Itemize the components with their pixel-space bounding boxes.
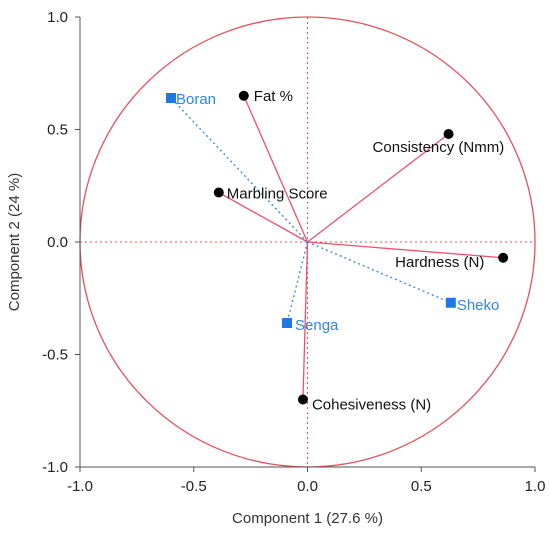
group-vector [170,97,309,243]
variable-vector [307,133,449,243]
y-tick-label: -0.5 [42,347,68,364]
group-vector [286,241,309,324]
variable-label: Cohesiveness (N) [312,397,431,414]
variable-point [238,90,249,101]
variable-label: Hardness (N) [395,254,484,271]
group-label: Sheko [457,297,500,314]
label-layer: Fat % Consistency (Nmm) Marbling Score Hard… [176,88,504,414]
point-layer [166,90,509,405]
variable-label: Marbling Score [227,186,328,203]
y-axis-title: Component 2 (24 %) [6,173,23,311]
group-label: Boran [176,91,216,108]
y-tick-label: 1.0 [47,9,68,26]
x-tick-label: 0.0 [297,478,318,495]
y-tick-label: -1.0 [42,459,68,476]
vector-layer [170,95,504,400]
variable-label: Consistency (Nmm) [373,139,505,156]
y-tick-label: 0.5 [47,122,68,139]
x-axis-title: Component 1 (27.6 %) [232,510,383,527]
variable-vector [218,191,308,243]
variable-point [498,252,509,263]
variable-point [297,394,308,405]
group-point [282,318,293,328]
variable-vector [307,241,504,259]
variable-vector [243,95,309,243]
group-label: Senga [295,317,339,334]
variable-vector [302,241,309,400]
x-tick-label: 0.5 [411,478,432,495]
variable-point [443,129,454,139]
y-tick-label: 0.0 [47,234,68,251]
variable-point [213,187,224,198]
x-tick-label: -0.5 [181,478,207,495]
group-point [445,297,456,308]
variable-label: Fat % [254,88,293,105]
axis-layer: -1.0 -0.5 0.0 0.5 1.0 1.0 0.5 0.0 -0.5 -1.0 [42,9,545,495]
x-tick-label: 1.0 [525,478,546,495]
x-tick-label: -1.0 [67,478,93,495]
group-vector [307,241,452,304]
group-point [166,93,176,103]
